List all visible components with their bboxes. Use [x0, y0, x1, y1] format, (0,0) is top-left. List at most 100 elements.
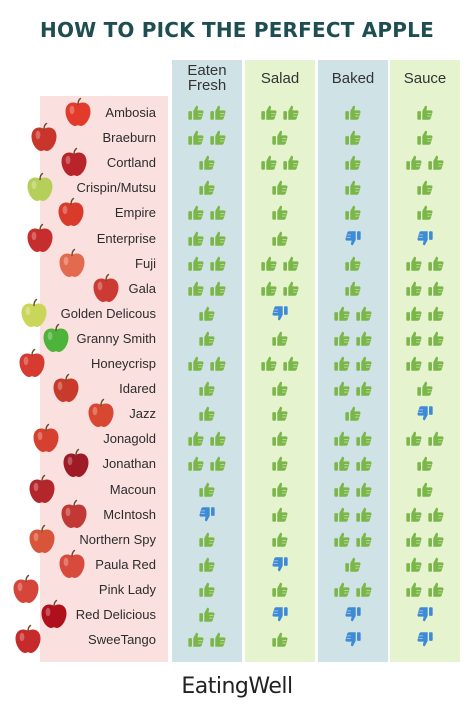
- thumbs-up-icon: [198, 605, 216, 624]
- eatingwell-logo: EatingWell: [181, 674, 293, 699]
- rating-cell-eaten-fresh: [172, 127, 242, 148]
- thumbs-up-icon: [260, 254, 278, 273]
- rating-cell-salad: [245, 102, 315, 123]
- rating-cell-salad: [245, 253, 315, 274]
- apple-image: [26, 473, 58, 505]
- thumbs-up-icon: [260, 153, 278, 172]
- thumbs-up-icon: [187, 630, 205, 649]
- thumbs-up-icon: [427, 505, 445, 524]
- table-row: Braeburn: [0, 125, 474, 150]
- thumbs-up-icon: [187, 203, 205, 222]
- rating-cell-sauce: [390, 127, 460, 148]
- rating-cell-eaten-fresh: [172, 152, 242, 173]
- thumbs-up-icon: [405, 429, 423, 448]
- rating-cell-salad: [245, 554, 315, 575]
- thumbs-up-icon: [187, 254, 205, 273]
- table-row: Macoun: [0, 477, 474, 502]
- thumbs-up-icon: [198, 404, 216, 423]
- thumbs-up-icon: [427, 329, 445, 348]
- table-row: Honeycrisp: [0, 351, 474, 376]
- rating-cell-salad: [245, 228, 315, 249]
- thumbs-up-icon: [344, 103, 362, 122]
- thumbs-up-icon: [260, 279, 278, 298]
- apple-name: Enterprise: [96, 230, 156, 246]
- rating-cell-baked: [318, 504, 388, 525]
- rating-cell-sauce: [390, 152, 460, 173]
- rating-cell-salad: [245, 579, 315, 600]
- column-header-eaten-fresh: Eaten Fresh: [172, 60, 242, 96]
- thumbs-up-icon: [271, 379, 289, 398]
- thumbs-up-icon: [405, 254, 423, 273]
- thumbs-up-icon: [271, 329, 289, 348]
- rating-cell-eaten-fresh: [172, 202, 242, 223]
- thumbs-up-icon: [271, 229, 289, 248]
- thumbs-up-icon: [344, 153, 362, 172]
- rating-cell-eaten-fresh: [172, 529, 242, 550]
- apple-image: [60, 447, 92, 479]
- rating-cell-sauce: [390, 604, 460, 625]
- rating-cell-salad: [245, 403, 315, 424]
- apple-image: [12, 623, 44, 655]
- rating-cell-baked: [318, 228, 388, 249]
- rating-cell-baked: [318, 403, 388, 424]
- rating-cell-eaten-fresh: [172, 303, 242, 324]
- thumbs-up-icon: [187, 279, 205, 298]
- thumbs-up-icon: [405, 279, 423, 298]
- apple-image: [62, 96, 94, 128]
- thumbs-up-icon: [355, 329, 373, 348]
- rating-cell-sauce: [390, 102, 460, 123]
- thumbs-up-icon: [271, 178, 289, 197]
- thumbs-up-icon: [427, 254, 445, 273]
- table-row: Cortland: [0, 150, 474, 175]
- rating-cell-baked: [318, 102, 388, 123]
- thumbs-up-icon: [333, 379, 351, 398]
- table-row: Idared: [0, 376, 474, 401]
- thumbs-up-icon: [271, 404, 289, 423]
- apple-name: Paula Red: [95, 556, 156, 572]
- thumbs-down-icon: [416, 229, 434, 248]
- rating-cell-eaten-fresh: [172, 579, 242, 600]
- apple-image: [55, 196, 87, 228]
- table-row: Jazz: [0, 401, 474, 426]
- rating-cell-salad: [245, 529, 315, 550]
- thumbs-up-icon: [416, 480, 434, 499]
- apple-image: [30, 422, 62, 454]
- thumbs-up-icon: [355, 454, 373, 473]
- thumbs-up-icon: [427, 580, 445, 599]
- table-row: Ambosia: [0, 100, 474, 125]
- thumbs-up-icon: [344, 279, 362, 298]
- thumbs-down-icon: [198, 505, 216, 524]
- rating-cell-sauce: [390, 504, 460, 525]
- thumbs-down-icon: [416, 630, 434, 649]
- thumbs-up-icon: [355, 580, 373, 599]
- rating-cell-salad: [245, 428, 315, 449]
- table-row: Granny Smith: [0, 326, 474, 351]
- table-row: Crispin/Mutsu: [0, 175, 474, 200]
- column-header-label: Baked: [331, 69, 375, 87]
- rating-cell-sauce: [390, 228, 460, 249]
- rating-cell-sauce: [390, 202, 460, 223]
- thumbs-up-icon: [271, 454, 289, 473]
- thumbs-up-icon: [355, 354, 373, 373]
- thumbs-up-icon: [198, 480, 216, 499]
- thumbs-up-icon: [187, 454, 205, 473]
- thumbs-up-icon: [271, 630, 289, 649]
- apple-name: Granny Smith: [76, 330, 156, 346]
- apple-name: Gala: [128, 280, 156, 296]
- rating-cell-baked: [318, 353, 388, 374]
- rating-cell-salad: [245, 177, 315, 198]
- column-header-label: Eaten Fresh: [187, 62, 227, 94]
- table-row: Northern Spy: [0, 527, 474, 552]
- rating-cell-baked: [318, 278, 388, 299]
- apple-image: [10, 573, 42, 605]
- thumbs-down-icon: [416, 404, 434, 423]
- apple-name: Red Delicious: [75, 607, 156, 622]
- table-row: Pink Lady: [0, 577, 474, 602]
- rating-cell-baked: [318, 253, 388, 274]
- thumbs-up-icon: [187, 354, 205, 373]
- thumbs-up-icon: [282, 279, 300, 298]
- thumbs-up-icon: [405, 304, 423, 323]
- thumbs-down-icon: [271, 555, 289, 574]
- rating-cell-baked: [318, 529, 388, 550]
- thumbs-up-icon: [427, 354, 445, 373]
